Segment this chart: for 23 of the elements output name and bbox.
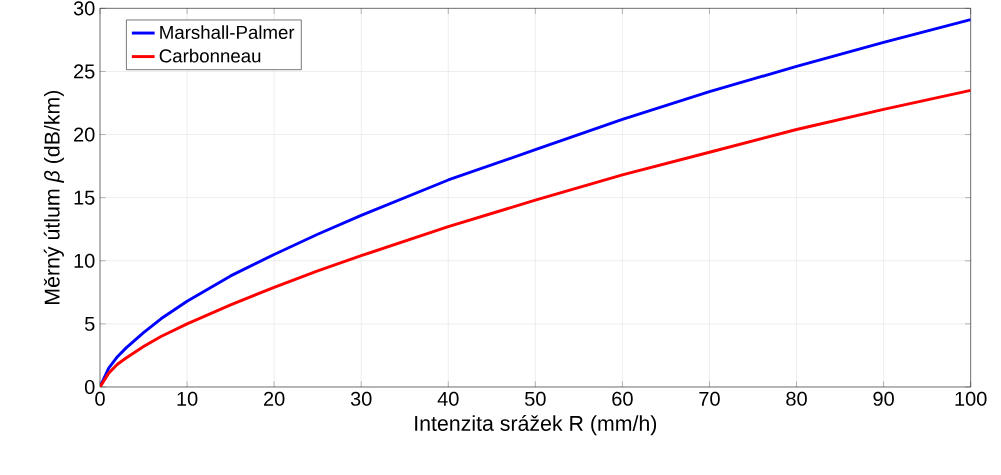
x-tick-label: 50 [525,391,546,406]
x-tick-label: 80 [786,391,807,406]
y-tick-label: 0 [84,379,95,395]
y-tick-label: 15 [74,190,95,205]
legend-label: Marshall-Palmer [160,25,295,40]
legend-label: Carbonneau [159,48,261,63]
y-tick-label: 20 [74,127,95,142]
x-tick-label: 0 [95,391,105,406]
x-tick-label: 100 [955,391,987,406]
x-tick-label: 30 [350,391,372,406]
y-tick-label: 25 [74,64,95,79]
y-tick-label: 30 [73,1,95,16]
y-tick-label: 10 [74,253,95,268]
x-tick-label: 40 [437,391,459,406]
x-tick-label: 10 [177,391,198,406]
x-tick-label: 90 [873,391,894,406]
line-series [100,88,971,387]
y-tick-label: 5 [84,316,95,331]
x-tick-label: 60 [612,391,633,406]
x-axis-title: Intenzita srážek R (mm/h) [415,415,657,436]
x-tick-label: 70 [699,391,720,406]
y-axis-title: Měrný útlum β (dB/km) [43,90,64,304]
x-tick-label: 20 [264,391,285,406]
